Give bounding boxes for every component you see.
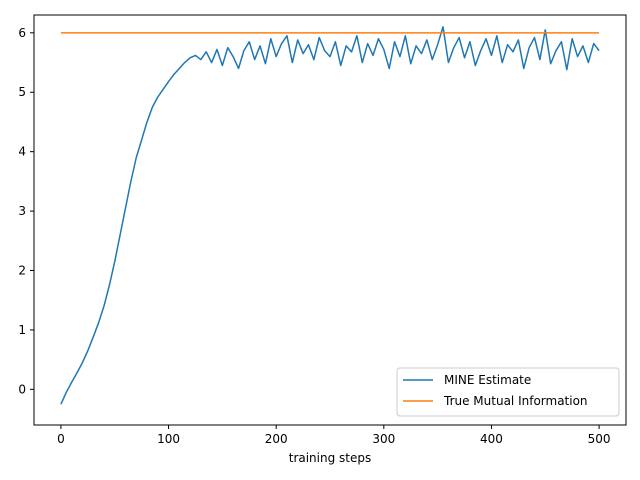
x-tick-label: 100 (157, 432, 180, 446)
y-tick-label: 5 (18, 85, 26, 99)
plot-frame (33, 14, 627, 426)
legend-label-mine: MINE Estimate (444, 373, 531, 387)
plot-background (34, 15, 626, 425)
x-tick-label: 500 (588, 432, 611, 446)
y-tick-label: 2 (18, 264, 26, 278)
series-layer (60, 26, 600, 405)
y-tick-label: 4 (18, 145, 26, 159)
legend: MINE Estimate True Mutual Information (396, 367, 620, 417)
y-tick-label: 6 (18, 26, 26, 40)
x-tick-label: 0 (57, 432, 65, 446)
x-tick-label: 400 (480, 432, 503, 446)
x-tick-label: 200 (265, 432, 288, 446)
y-tick-label: 0 (18, 382, 26, 396)
legend-label-true-mi: True Mutual Information (443, 394, 588, 408)
y-tick-label: 3 (18, 204, 26, 218)
series-line-mine-estimate (60, 26, 600, 405)
x-tick-label: 300 (372, 432, 395, 446)
x-axis-title: training steps (289, 451, 372, 465)
x-ticks: 0 100 200 300 400 500 (57, 425, 611, 446)
legend-box (396, 367, 620, 417)
y-ticks: 0 1 2 3 4 5 6 (18, 26, 34, 396)
y-tick-label: 1 (18, 323, 26, 337)
